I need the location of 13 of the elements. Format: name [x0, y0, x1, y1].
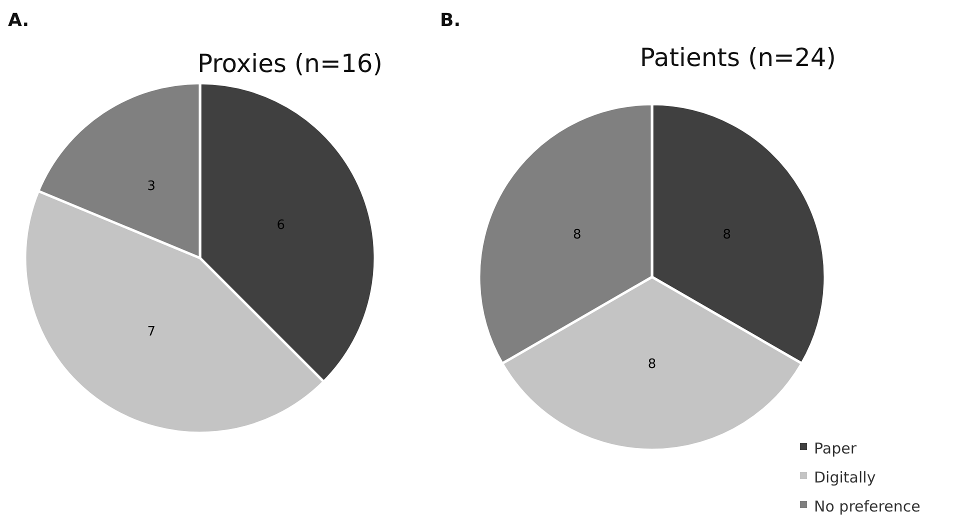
text: B. [440, 10, 461, 31]
data-label: 6 [276, 218, 285, 234]
text: A. [8, 10, 30, 31]
data-label: 8 [572, 227, 582, 242]
data-label: 8 [648, 357, 656, 372]
legend-label: Paper [814, 439, 858, 458]
legend-label: Digitally [814, 468, 876, 486]
chart-title: Patients (n=24) [640, 43, 836, 72]
data-label: 7 [147, 324, 156, 340]
legend-label: No preference [814, 497, 920, 516]
data-label: 3 [147, 178, 156, 194]
data-label: 8 [722, 227, 732, 242]
chart-title: Proxies (n=16) [197, 49, 383, 78]
